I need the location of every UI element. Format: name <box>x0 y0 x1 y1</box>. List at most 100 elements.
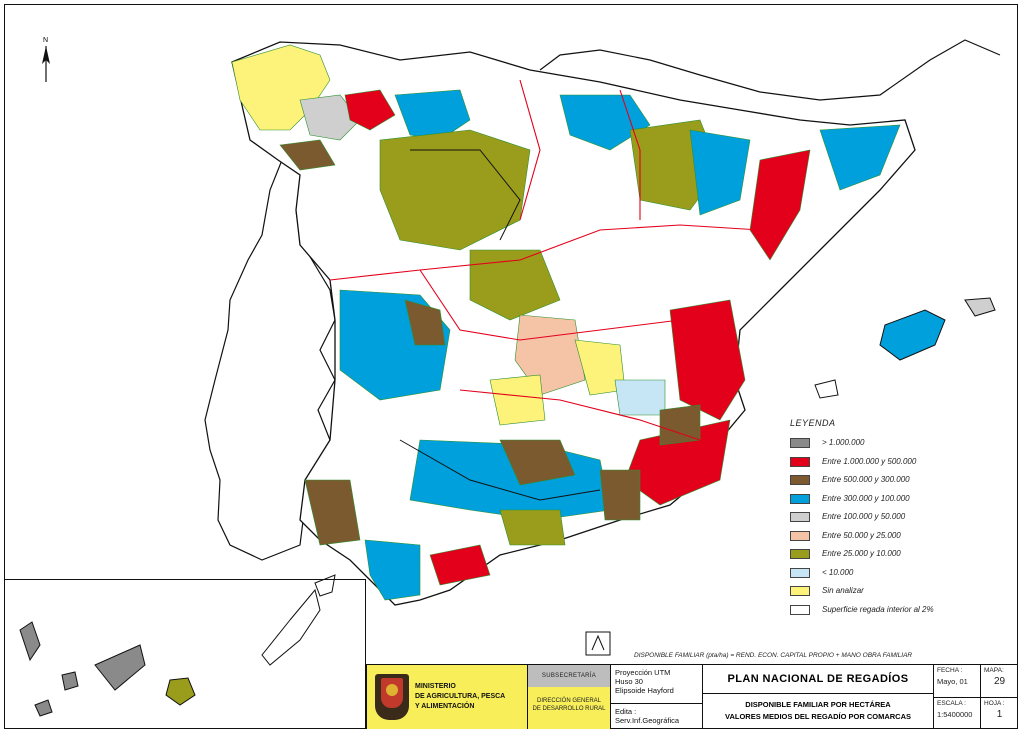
legend-swatch <box>790 475 810 485</box>
escala-cell: ESCALA : 1:5400000 <box>934 698 980 730</box>
ciudad-real-yellow <box>489 374 546 426</box>
legend-item: Entre 25.000 y 10.000 <box>790 549 990 568</box>
hoja-label: HOJA : <box>984 699 1005 707</box>
murcia-brown <box>659 404 701 446</box>
title-cell: PLAN NACIONAL DE REGADÍOS DISPONIBLE FAM… <box>703 665 934 729</box>
fecha-label: FECHA : <box>937 667 963 674</box>
legend-swatch <box>790 530 810 541</box>
la-gomera <box>61 671 79 691</box>
la-palma <box>19 621 41 662</box>
direccion-line: DE DESARROLLO RURAL <box>532 706 606 712</box>
legend-swatch <box>790 493 810 504</box>
legend-item: Entre 50.000 y 25.000 <box>790 530 990 550</box>
ourense-brown <box>279 139 336 171</box>
mallorca-island <box>879 309 946 361</box>
hoja-value: 1 <box>996 708 1003 720</box>
mapa-cell: MAPA: 29 <box>981 665 1018 698</box>
edita-label: Edita : <box>615 707 637 716</box>
legend-swatch <box>790 512 810 522</box>
projection-line: Proyección UTM <box>615 668 671 677</box>
toledo-peach <box>514 314 586 396</box>
legend-title: LEYENDA <box>790 418 836 428</box>
legend-label: Entre 25.000 y 10.000 <box>822 549 901 558</box>
legend-item: > 1.000.000 <box>790 438 990 457</box>
extremadura-brown <box>404 299 446 346</box>
title-block: MINISTERIO DE AGRICULTURA, PESCA Y ALIME… <box>366 664 1018 729</box>
fuerteventura <box>261 588 321 666</box>
ministry-line: MINISTERIO <box>415 683 456 690</box>
region-borders <box>399 149 601 501</box>
subtitle-line: DISPONIBLE FAMILIAR POR HECTÁREA <box>745 700 891 709</box>
legend-label: Entre 100.000 y 50.000 <box>822 512 906 521</box>
aragon-blue <box>689 129 751 216</box>
legend-swatch <box>790 456 810 467</box>
malaga-red <box>429 544 491 586</box>
legend-item: < 10.000 <box>790 567 990 587</box>
legend-label: > 1.000.000 <box>822 438 865 447</box>
legend-item: Superficie regada interior al 2% <box>790 604 990 624</box>
catalonia-blue <box>819 124 901 191</box>
huelva-brown <box>304 479 361 546</box>
legend-label: Superficie regada interior al 2% <box>822 604 934 614</box>
france-coastline <box>539 39 1001 101</box>
svg-text:N: N <box>43 37 48 44</box>
meta-cells: FECHA : Mayo, 01 ESCALA : 1:5400000 MAPA… <box>934 665 1018 729</box>
el-hierro <box>34 699 53 717</box>
granada-olive <box>499 509 566 546</box>
legend-item: Entre 300.000 y 100.000 <box>790 493 990 513</box>
ministry-cell: MINISTERIO DE AGRICULTURA, PESCA Y ALIME… <box>367 665 528 729</box>
legend-swatch <box>790 567 810 578</box>
lanzarote <box>314 574 336 597</box>
legend-label: Sin analizar <box>822 586 864 595</box>
subsecretaria-label: SUBSECRETARÍA <box>528 665 610 687</box>
subsecretaria-cell: SUBSECRETARÍA DIRECCIÓN GENERAL DE DESAR… <box>528 665 611 729</box>
legend-swatch <box>790 549 810 559</box>
edita-value: Serv.Inf.Geográfica <box>615 716 680 725</box>
valencia-red <box>669 299 746 421</box>
direccion-line: DIRECCIÓN GENERAL <box>536 698 601 704</box>
escala-label: ESCALA : <box>937 699 966 707</box>
catalonia-red <box>749 149 811 261</box>
legend-item: Entre 500.000 y 300.000 <box>790 475 990 494</box>
subtitle-line: VALORES MEDIOS DEL REGADÍO POR COMARCAS <box>725 712 911 721</box>
legend-label: Entre 500.000 y 300.000 <box>822 475 910 484</box>
tenerife <box>94 644 146 691</box>
castilla-olive <box>379 129 531 251</box>
escala-value: 1:5400000 <box>937 709 973 719</box>
map-subtitle: DISPONIBLE FAMILIAR POR HECTÁREA VALORES… <box>703 694 933 729</box>
mapa-value: 29 <box>993 676 1006 687</box>
asturias-grey <box>299 94 361 141</box>
fecha-value: Mayo, 01 <box>937 677 968 686</box>
leon-red <box>344 89 396 131</box>
projection-line: Elipsoide Hayford <box>615 686 674 695</box>
legend-label: Entre 1.000.000 y 500.000 <box>822 456 917 466</box>
legend-swatch <box>790 604 810 615</box>
projection-line: Huso 30 <box>615 677 643 686</box>
comarca-regions <box>231 44 901 601</box>
direccion-label: DIRECCIÓN GENERAL DE DESARROLLO RURAL <box>528 687 610 729</box>
navarra-blue <box>559 94 651 151</box>
ministry-line: Y ALIMENTACIÓN <box>415 703 475 710</box>
legend-swatch <box>790 438 810 448</box>
hoja-cell: HOJA : 1 <box>981 698 1018 730</box>
legend-label: Entre 300.000 y 100.000 <box>822 493 910 503</box>
legend-swatch <box>790 586 810 596</box>
albacete-lightblue <box>614 379 666 416</box>
portugal-coastline <box>204 148 336 561</box>
ibiza-island <box>814 379 839 399</box>
projection-cell: Proyección UTM Huso 30 Elipsoide Hayford… <box>611 665 703 729</box>
legend-label: Entre 50.000 y 25.000 <box>822 530 901 540</box>
gran-canaria <box>165 677 196 706</box>
legend-item: Entre 1.000.000 y 500.000 <box>790 456 990 476</box>
legend-label: < 10.000 <box>822 567 854 577</box>
canary-islands <box>19 574 336 717</box>
cadiz-blue <box>364 539 421 601</box>
almeria-brown <box>599 469 641 521</box>
menorca-island <box>964 297 996 317</box>
north-arrow-icon: N <box>42 37 50 82</box>
cantabria-blue <box>394 89 471 141</box>
mapa-label: MAPA: <box>984 667 1004 674</box>
ministry-line: DE AGRICULTURA, PESCA <box>415 693 506 700</box>
